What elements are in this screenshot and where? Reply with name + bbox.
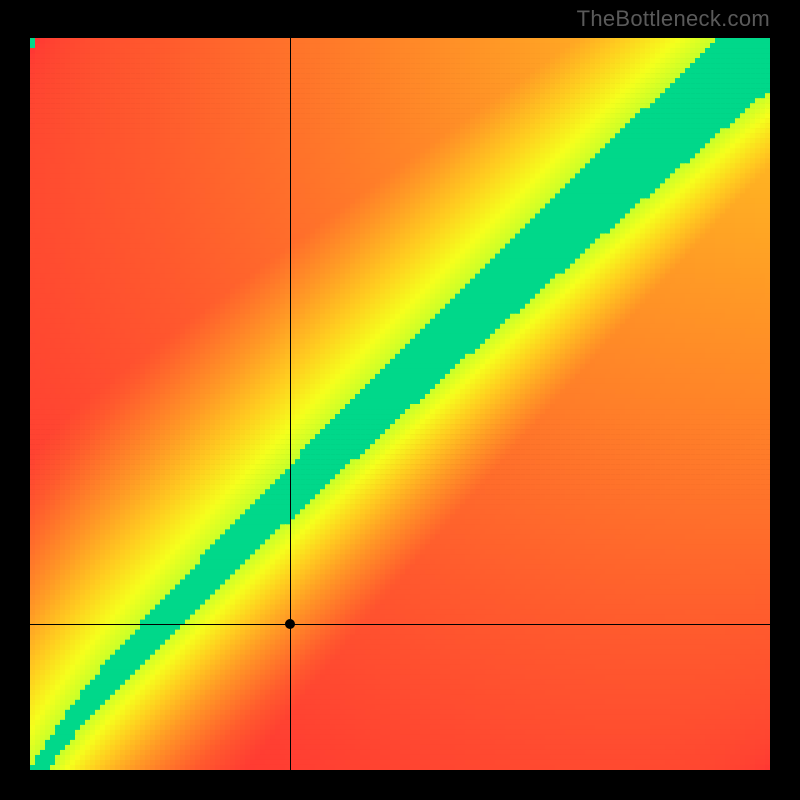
data-point-marker — [285, 619, 295, 629]
heatmap-canvas — [30, 38, 770, 770]
crosshair-horizontal — [30, 624, 770, 625]
plot-area — [30, 38, 770, 770]
crosshair-vertical — [290, 38, 291, 770]
watermark-text: TheBottleneck.com — [577, 6, 770, 32]
chart-container: TheBottleneck.com — [0, 0, 800, 800]
